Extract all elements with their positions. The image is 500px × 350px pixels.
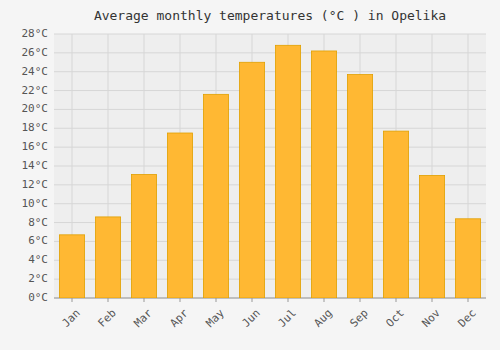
x-tick-label: Jan bbox=[60, 307, 83, 330]
bar bbox=[239, 62, 264, 298]
x-tick-label: Feb bbox=[96, 307, 119, 330]
y-grid-line bbox=[54, 128, 486, 129]
x-tick bbox=[144, 298, 145, 302]
bar bbox=[95, 217, 120, 298]
x-tick-label: Jun bbox=[240, 307, 263, 330]
bar bbox=[131, 174, 156, 298]
bar bbox=[203, 94, 228, 298]
y-grid-line bbox=[54, 52, 486, 53]
y-grid-line bbox=[54, 109, 486, 110]
x-tick bbox=[324, 298, 325, 302]
y-grid-line bbox=[54, 147, 486, 148]
x-tick-label: Nov bbox=[420, 306, 444, 330]
grid bbox=[54, 34, 486, 298]
y-tick-label: 12°C bbox=[22, 178, 49, 191]
y-grid-line bbox=[54, 34, 486, 35]
y-tick-label: 18°C bbox=[22, 121, 49, 134]
y-grid-line bbox=[54, 90, 486, 91]
x-tick bbox=[180, 298, 181, 302]
chart-svg: 0°C 2°C 4°C 6°C 8°C 10°C 12°C 14°C 16°C 18°C 20°C 2… bbox=[0, 0, 500, 350]
x-tick-label: Mar bbox=[132, 306, 156, 330]
x-tick-label: Sep bbox=[348, 307, 371, 330]
y-grid-line bbox=[54, 71, 486, 72]
y-tick-label: 8°C bbox=[28, 216, 48, 229]
y-tick-label: 16°C bbox=[22, 140, 49, 153]
x-tick bbox=[72, 298, 73, 302]
bar bbox=[383, 131, 408, 298]
x-tick-label: Dec bbox=[456, 307, 479, 330]
bar bbox=[311, 51, 336, 298]
y-tick-label: 26°C bbox=[22, 46, 49, 59]
y-tick-label: 20°C bbox=[22, 102, 49, 115]
x-tick bbox=[360, 298, 361, 302]
bar bbox=[275, 45, 300, 298]
y-tick-label: 2°C bbox=[28, 272, 48, 285]
y-tick-label: 24°C bbox=[22, 65, 49, 78]
background bbox=[0, 0, 500, 350]
title: Average monthly temperatures (°C ) in Op… bbox=[94, 8, 446, 23]
x-tick bbox=[252, 298, 253, 302]
axes: 0°C 2°C 4°C 6°C 8°C 10°C 12°C 14°C 16°C 18°C 20°C 2… bbox=[22, 27, 487, 330]
y-tick-label: 10°C bbox=[22, 197, 49, 210]
chart-container: 0°C 2°C 4°C 6°C 8°C 10°C 12°C 14°C 16°C 18°C 20°C 2… bbox=[0, 0, 500, 350]
x-tick-label: Apr bbox=[168, 306, 192, 330]
bars bbox=[59, 45, 480, 298]
y-grid-line bbox=[54, 166, 486, 167]
x-tick-label: Jul bbox=[276, 307, 299, 330]
x-tick bbox=[108, 298, 109, 302]
bar bbox=[347, 75, 372, 298]
bar bbox=[419, 175, 444, 298]
x-tick bbox=[468, 298, 469, 302]
y-tick-label: 22°C bbox=[22, 84, 49, 97]
x-tick bbox=[396, 298, 397, 302]
y-tick-label: 4°C bbox=[28, 253, 48, 266]
y-tick-label: 0°C bbox=[28, 291, 48, 304]
x-tick-label: Oct bbox=[384, 307, 407, 330]
x-tick-label: Aug bbox=[312, 307, 335, 330]
y-tick-label: 14°C bbox=[22, 159, 49, 172]
x-tick-label: May bbox=[204, 306, 228, 330]
bar bbox=[455, 219, 480, 298]
x-tick bbox=[288, 298, 289, 302]
y-tick-label: 6°C bbox=[28, 234, 48, 247]
x-tick bbox=[432, 298, 433, 302]
plot-area bbox=[54, 34, 486, 298]
x-tick bbox=[216, 298, 217, 302]
y-tick-label: 28°C bbox=[22, 27, 49, 40]
bar bbox=[167, 133, 192, 298]
bar bbox=[59, 235, 84, 298]
